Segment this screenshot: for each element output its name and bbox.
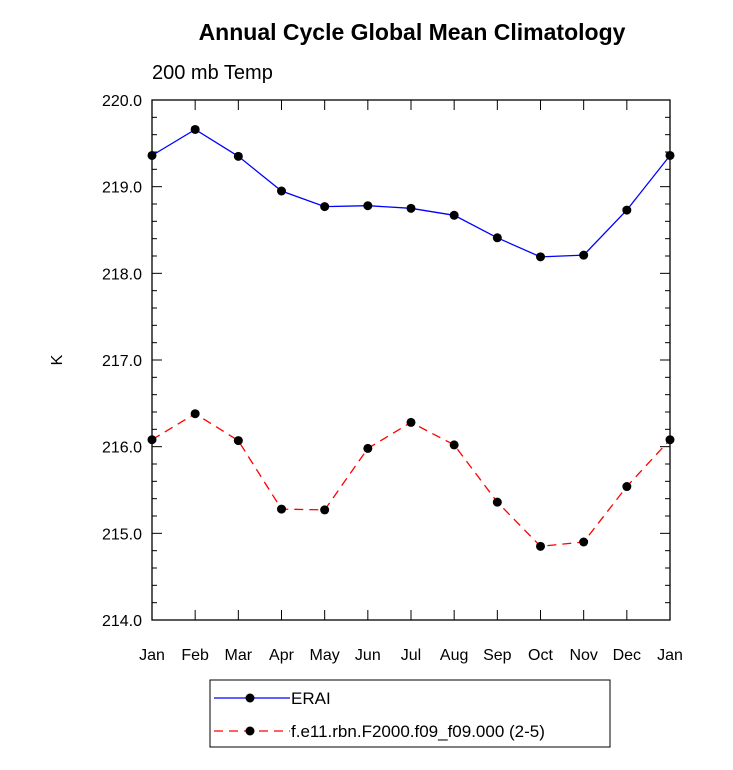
data-point	[406, 203, 416, 213]
data-point	[492, 233, 502, 243]
x-tick-label: Aug	[440, 647, 468, 664]
plot-frame	[151, 99, 671, 621]
x-tick-label: Nov	[569, 647, 597, 664]
data-point	[233, 436, 243, 446]
x-tick-label: Oct	[528, 647, 553, 664]
axis-ticks	[151, 99, 671, 621]
data-point	[320, 505, 330, 515]
x-tick-label: Jun	[355, 647, 381, 664]
legend-label: ERAI	[291, 689, 331, 708]
y-tick-labels: 214.0 215.0 216.0 217.0 218.0 219.0 220.0	[102, 93, 142, 630]
data-point	[406, 417, 416, 427]
data-point	[233, 151, 243, 161]
legend: ERAI f.e11.rbn.F2000.f09_f09.000 (2-5)	[209, 679, 611, 748]
data-point	[277, 504, 286, 514]
x-tick-label: Jan	[657, 647, 683, 664]
legend-item: f.e11.rbn.F2000.f09_f09.000 (2-5)	[214, 722, 545, 741]
y-axis-label: K	[49, 354, 66, 365]
series-2	[147, 409, 675, 551]
data-point	[363, 201, 373, 211]
legend-items: ERAI f.e11.rbn.F2000.f09_f09.000 (2-5)	[214, 689, 545, 741]
x-tick-labels: Jan Feb Mar Apr May Jun Jul Aug Sep Oct Nov Dec Jan	[139, 647, 683, 664]
y-tick-label: 219.0	[102, 180, 142, 197]
data-point	[622, 482, 632, 492]
data-point	[277, 186, 286, 196]
data-point	[449, 210, 459, 220]
y-tick-label: 215.0	[102, 526, 142, 543]
x-tick-label: Jul	[401, 647, 421, 664]
legend-marker	[245, 726, 255, 736]
data-point	[363, 443, 373, 453]
y-tick-label: 220.0	[102, 93, 142, 110]
legend-label: f.e11.rbn.F2000.f09_f09.000 (2-5)	[291, 722, 545, 741]
y-tick-label: 214.0	[102, 613, 142, 630]
chart-title: Annual Cycle Global Mean Climatology	[199, 19, 626, 45]
data-point	[492, 497, 502, 507]
legend-item: ERAI	[214, 689, 331, 708]
x-tick-label: Sep	[483, 647, 512, 664]
data-point	[320, 202, 330, 212]
y-tick-label: 218.0	[102, 266, 142, 283]
data-point	[449, 440, 459, 450]
chart-subtitle: 200 mb Temp	[152, 62, 273, 84]
data-point	[190, 409, 200, 419]
x-tick-label: Mar	[225, 647, 253, 664]
data-point	[536, 252, 545, 262]
series-line	[151, 128, 671, 258]
data-point	[579, 250, 589, 260]
legend-marker	[245, 693, 255, 703]
plot-series	[147, 124, 675, 551]
x-tick-label: Dec	[613, 647, 641, 664]
y-tick-label: 216.0	[102, 440, 142, 457]
series-1	[147, 124, 675, 262]
x-tick-label: May	[310, 647, 340, 664]
data-point	[190, 124, 200, 134]
y-tick-label: 217.0	[102, 353, 142, 370]
data-point	[622, 205, 632, 215]
data-point	[536, 541, 545, 551]
legend-box	[209, 679, 611, 748]
x-tick-label: Apr	[269, 647, 295, 664]
data-point	[579, 537, 589, 547]
x-tick-label: Feb	[181, 647, 209, 664]
x-tick-label: Jan	[139, 647, 165, 664]
series-line	[151, 412, 671, 547]
